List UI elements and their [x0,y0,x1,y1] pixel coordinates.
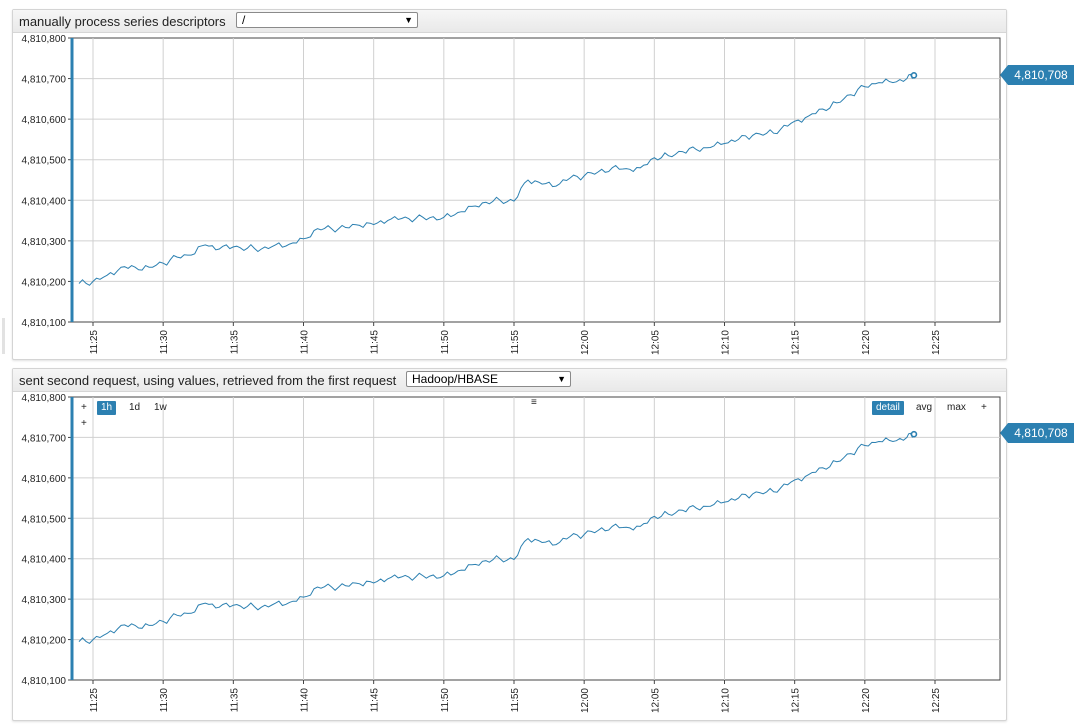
x-tick-label: 11:50 [440,330,451,355]
period-1h-button[interactable]: 1h [97,401,117,415]
period-1w-button[interactable]: 1w [154,402,167,413]
chart-widget-2: sent second request, using values, retri… [12,368,1007,721]
y-tick-label: 4,810,300 [22,237,67,248]
y-tick-label: 4,810,200 [22,277,67,288]
dropdown-arrow-icon: ▼ [404,15,413,25]
x-tick-label: 12:10 [721,688,732,713]
x-tick-label: 11:50 [440,688,451,713]
widget-title: sent second request, using values, retri… [19,373,397,388]
x-tick-label: 12:25 [931,330,942,355]
x-tick-label: 12:10 [721,330,732,355]
widget-header: manually process series descriptors / ▼ [13,10,1006,33]
x-tick-label: 11:25 [89,330,100,355]
x-tick-label: 11:40 [300,330,311,355]
y-tick-label: 4,810,100 [22,318,67,329]
series-line [78,432,915,645]
x-tick-label: 11:45 [370,330,381,355]
plot-frame [71,396,1001,681]
x-tick-label: 11:45 [370,688,381,713]
widget-title: manually process series descriptors [19,14,226,29]
y-tick-label: 4,810,100 [22,676,67,687]
y-tick-label: 4,810,700 [22,433,67,444]
plot-frame [71,37,1001,323]
x-tick-label: 11:55 [510,688,521,713]
x-tick-label: 11:25 [89,688,100,713]
max-mode-button[interactable]: max [947,402,966,413]
y-tick-label: 4,810,400 [22,555,67,566]
series-select-value: Hadoop/HBASE [412,372,499,386]
y-tick-label: 4,810,800 [22,34,67,45]
expand-plus-button[interactable]: + [81,402,87,413]
expand-plus-button[interactable]: + [81,418,87,429]
dropdown-arrow-icon: ▼ [557,374,566,384]
detail-mode-button[interactable]: detail [872,401,904,415]
menu-icon[interactable]: ≡ [531,397,537,408]
x-tick-label: 11:35 [229,330,240,355]
period-1d-button[interactable]: 1d [129,402,141,413]
y-tick-label: 4,810,500 [22,156,67,167]
line-chart: 4,810,100 4,810,200 4,810,300 4,810,400 4,81… [22,393,1001,713]
x-tick-label: 11:35 [229,688,240,713]
y-tick-label: 4,810,400 [22,196,67,207]
y-tick-label: 4,810,600 [22,474,67,485]
last-point-marker [910,72,918,79]
series-select[interactable]: Hadoop/HBASE ▼ [406,371,571,387]
chart-widget-1: manually process series descriptors / ▼ … [12,9,1007,360]
y-tick-label: 4,810,300 [22,595,67,606]
last-value-label: 4,810,708 [1000,65,1074,85]
line-chart: 4,810,100 4,810,200 4,810,300 4,810,400 4,81… [22,34,1001,355]
y-tick-label: 4,810,500 [22,514,67,525]
x-tick-label: 11:40 [300,688,311,713]
y-tick-label: 4,810,600 [22,115,67,126]
series-line [78,73,915,286]
x-tick-label: 11:55 [510,330,521,355]
series-select-value: / [242,13,246,27]
x-tick-label: 12:15 [791,688,802,713]
avg-mode-button[interactable]: avg [916,402,933,413]
series-select[interactable]: / ▼ [236,12,418,28]
x-tick-label: 12:20 [861,688,872,713]
y-tick-label: 4,810,800 [22,393,67,404]
y-tick-label: 4,810,200 [22,636,67,647]
add-mode-plus-button[interactable]: + [981,402,987,413]
y-tick-label: 4,810,700 [22,75,67,86]
x-tick-label: 12:00 [580,688,591,713]
x-tick-label: 12:05 [650,688,661,713]
x-tick-label: 11:30 [159,330,170,355]
x-tick-label: 11:30 [159,688,170,713]
left-edge-marker [2,318,5,354]
x-tick-label: 12:00 [580,330,591,355]
x-tick-label: 12:05 [650,330,661,355]
widget-header: sent second request, using values, retri… [13,369,1006,392]
x-tick-label: 12:25 [931,688,942,713]
last-point-marker [910,430,918,438]
x-tick-label: 12:15 [791,330,802,355]
x-tick-label: 12:20 [861,330,872,355]
last-value-label: 4,810,708 [1000,423,1074,443]
